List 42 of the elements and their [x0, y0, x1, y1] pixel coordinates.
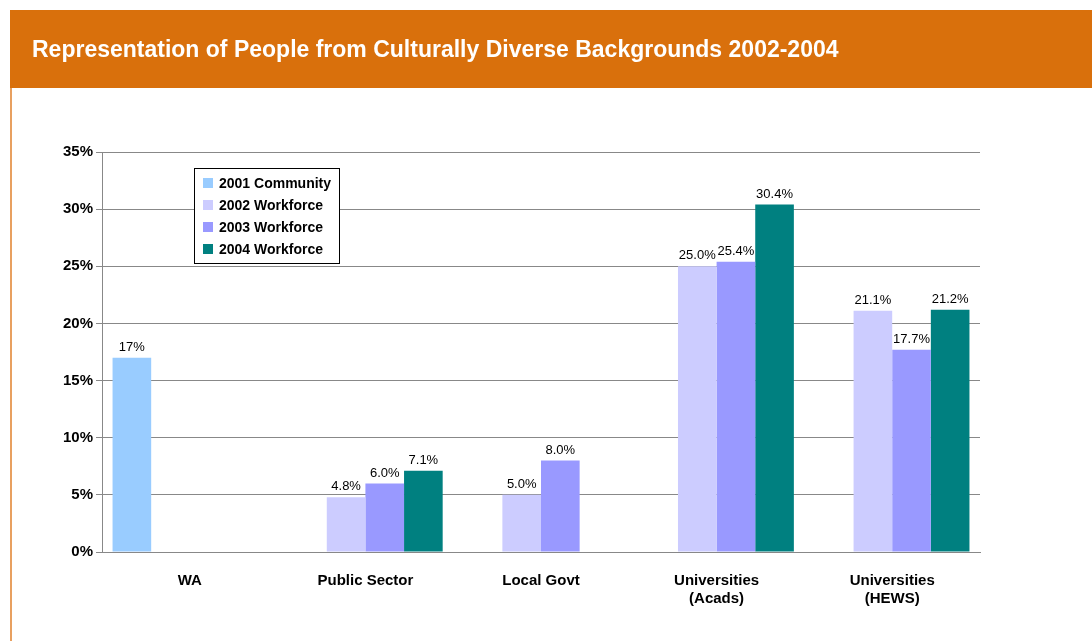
bar [853, 310, 893, 552]
data-label: 6.0% [369, 464, 400, 480]
data-label: 21.2% [931, 290, 970, 306]
data-label: 5.0% [506, 475, 537, 491]
x-tick-label: Public Sector [317, 571, 414, 589]
y-tick-label: 0% [71, 542, 94, 560]
data-label: 25.0% [678, 247, 717, 263]
data-label: 25.4% [717, 242, 755, 258]
bar [716, 261, 756, 552]
y-tick-label: 20% [62, 313, 94, 331]
data-label: 7.1% [408, 451, 439, 467]
bar [502, 494, 542, 552]
x-tick-label: Universities (HEWS) [849, 571, 935, 607]
x-tick-label: Local Govt [502, 571, 580, 589]
data-label: 30.4% [756, 185, 794, 201]
legend-label: 2004 Workforce [219, 241, 324, 257]
bar [755, 204, 794, 552]
data-label: 17% [118, 338, 146, 354]
x-tick-label: Universities (Acads) [674, 571, 760, 607]
legend-label: 2002 Workforce [219, 197, 324, 213]
legend-label: 2001 Community [219, 175, 332, 191]
legend-label: 2003 Workforce [219, 219, 324, 235]
data-label: 17.7% [893, 330, 931, 346]
bar [541, 460, 580, 552]
bar [112, 357, 152, 552]
y-tick-label: 30% [62, 199, 94, 217]
bar [892, 349, 931, 552]
bar [930, 309, 970, 552]
y-tick-label: 35% [62, 142, 94, 160]
bar [326, 497, 366, 552]
y-tick-label: 25% [62, 256, 94, 274]
y-tick-label: 5% [71, 485, 94, 502]
data-label: 4.8% [331, 478, 362, 494]
bar [404, 470, 443, 552]
bar [365, 483, 405, 552]
chart-title: Representation of People from Culturally Diverse Backgrounds 2002-2004 [32, 36, 839, 63]
bar [677, 266, 717, 552]
data-label: 8.0% [545, 441, 576, 457]
data-label: 21.1% [854, 291, 892, 307]
x-tick-label: WA [177, 571, 203, 589]
y-tick-label: 15% [62, 370, 94, 388]
y-tick-label: 10% [62, 427, 94, 445]
